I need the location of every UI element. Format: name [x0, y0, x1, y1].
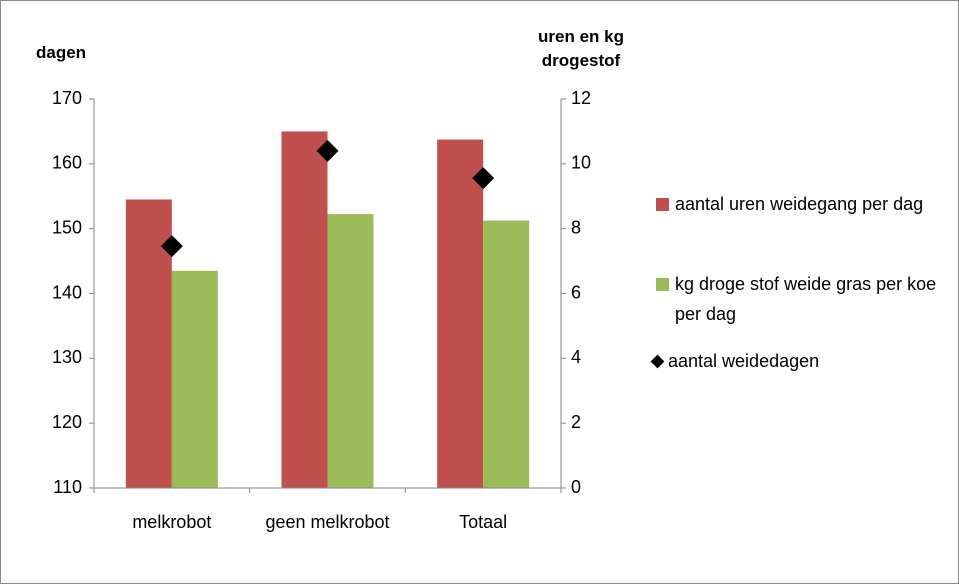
- y-tick-label: 170: [52, 88, 82, 108]
- legend-label: aantal uren weidegang per dag: [675, 194, 924, 214]
- legend-label: aantal weidedagen: [668, 351, 820, 371]
- x-tick-label: Totaal: [459, 512, 508, 532]
- y2-tick-label: 6: [571, 282, 581, 302]
- x-tick-label: melkrobot: [132, 512, 212, 532]
- y2-tick-label: 8: [571, 217, 581, 237]
- y2-tick-label: 10: [571, 153, 591, 173]
- y2-tick-label: 12: [571, 88, 591, 108]
- y-axis-title: dagen: [36, 43, 87, 62]
- bar: [327, 214, 374, 488]
- legend-item: aantal uren weidegang per dag: [651, 189, 951, 219]
- y2-tick-label: 2: [571, 412, 581, 432]
- legend-swatch: [656, 198, 669, 211]
- legend-label: kg droge stof weide gras per koe per dag: [675, 274, 937, 324]
- legend-swatch: [650, 354, 665, 369]
- marker: [316, 139, 339, 162]
- y2-tick-label: 4: [571, 347, 581, 367]
- bar: [483, 220, 530, 488]
- legend-swatch: [656, 278, 669, 291]
- marker: [160, 235, 183, 258]
- legend-item: kg droge stof weide gras per koe per dag: [651, 269, 951, 329]
- y-tick-label: 110: [53, 477, 82, 497]
- bar: [281, 131, 328, 488]
- y2-tick-label: 0: [571, 477, 581, 497]
- bar: [171, 270, 218, 488]
- legend-item: aantal weidedagen: [650, 346, 951, 376]
- bar: [437, 139, 484, 489]
- y-tick-label: 160: [52, 153, 82, 173]
- y-tick-label: 130: [52, 347, 82, 367]
- marker: [472, 167, 495, 190]
- x-tick-label: geen melkrobot: [265, 512, 390, 532]
- y-tick-label: 150: [52, 217, 82, 237]
- y-tick-label: 140: [52, 282, 82, 302]
- y-tick-label: 120: [52, 412, 82, 432]
- y2-axis-title: uren en kg drogestof: [538, 27, 624, 70]
